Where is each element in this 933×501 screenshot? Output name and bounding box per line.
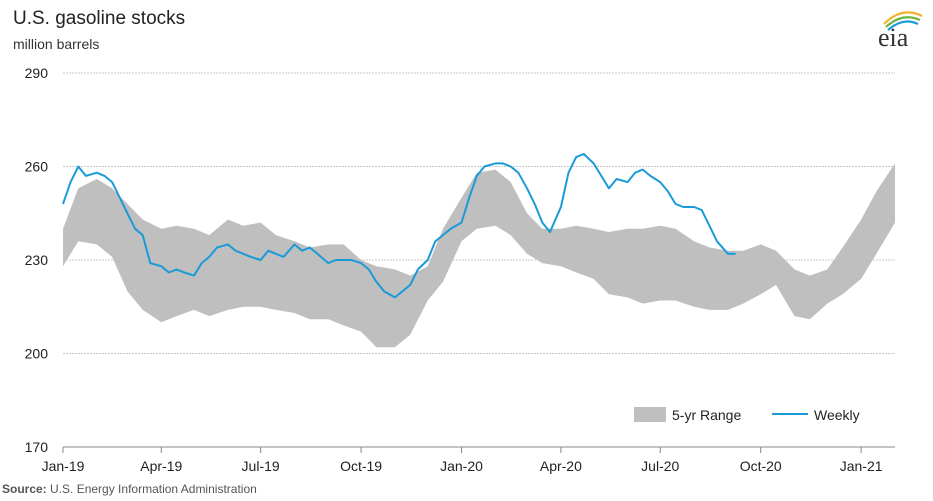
x-tick-label: Jan-20 <box>440 458 483 474</box>
source-label: Source: <box>2 482 47 496</box>
x-tick-label: Jul-20 <box>641 458 679 474</box>
logo-text: eia <box>878 23 909 50</box>
chart-title: U.S. gasoline stocks <box>13 8 186 29</box>
y-tick-label: 230 <box>25 252 49 268</box>
y-tick-label: 260 <box>25 159 49 175</box>
x-tick-label: Jan-21 <box>840 458 883 474</box>
legend-range-label: 5-yr Range <box>672 407 741 423</box>
source-note: Source: U.S. Energy Information Administ… <box>2 482 257 496</box>
y-tick-label: 290 <box>25 65 49 81</box>
y-tick-label: 170 <box>25 439 49 455</box>
x-tick-label: Jan-19 <box>42 458 85 474</box>
five-year-range-band <box>63 163 895 348</box>
weekly-stocks-line <box>62 153 736 299</box>
legend-weekly-label: Weekly <box>814 407 860 423</box>
x-tick-label: Apr-19 <box>140 458 182 474</box>
y-tick-label: 200 <box>25 346 49 362</box>
legend: 5-yr Range Weekly <box>634 407 860 423</box>
legend-range-swatch <box>634 407 666 422</box>
x-tick-label: Jul-19 <box>242 458 280 474</box>
source-text: U.S. Energy Information Administration <box>50 482 257 496</box>
x-tick-label: Apr-20 <box>540 458 582 474</box>
chart-subtitle: million barrels <box>13 36 100 52</box>
x-tick-label: Oct-19 <box>340 458 382 474</box>
x-tick-label: Oct-20 <box>740 458 782 474</box>
eia-logo-icon: eia <box>878 11 923 50</box>
